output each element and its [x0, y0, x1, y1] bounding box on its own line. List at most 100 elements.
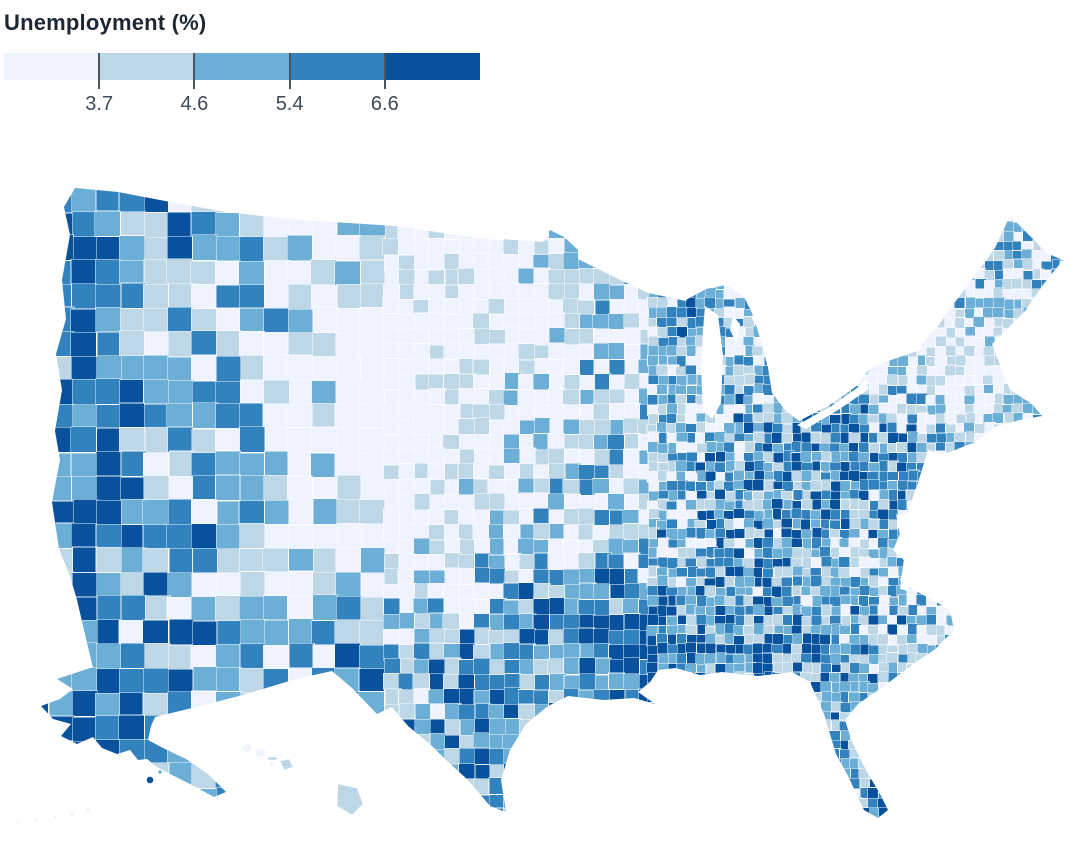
county — [677, 701, 689, 713]
county — [41, 787, 49, 813]
county — [744, 440, 756, 453]
county — [1051, 364, 1063, 376]
county — [810, 220, 822, 232]
county — [533, 267, 551, 285]
county — [867, 787, 879, 799]
county — [821, 556, 833, 568]
county — [429, 164, 445, 180]
county — [752, 729, 764, 742]
county — [936, 710, 948, 723]
county — [725, 797, 737, 810]
county — [656, 384, 668, 397]
county — [946, 614, 958, 627]
county — [936, 174, 947, 185]
county — [637, 764, 655, 782]
county — [982, 500, 995, 512]
county — [743, 230, 755, 243]
county — [288, 380, 315, 406]
county — [562, 539, 580, 557]
county — [897, 729, 909, 741]
county — [592, 643, 610, 660]
county — [724, 826, 735, 837]
county — [1070, 462, 1080, 473]
county — [593, 448, 611, 466]
county — [216, 667, 243, 694]
county — [656, 250, 669, 262]
county — [705, 240, 717, 252]
county — [607, 342, 625, 360]
county — [1023, 306, 1035, 319]
county — [984, 759, 997, 771]
county — [975, 489, 987, 501]
county — [336, 499, 363, 525]
county — [286, 235, 313, 261]
county — [412, 194, 430, 212]
county — [677, 241, 689, 253]
county — [820, 269, 832, 282]
county — [868, 749, 881, 761]
county — [993, 740, 1005, 752]
county — [191, 284, 217, 311]
county — [877, 308, 889, 321]
county — [676, 692, 689, 705]
county — [792, 318, 804, 330]
county — [840, 643, 852, 655]
county — [800, 710, 812, 722]
county — [1011, 576, 1024, 588]
county — [877, 229, 889, 242]
county — [743, 421, 755, 434]
county — [458, 193, 476, 211]
county — [801, 778, 813, 790]
county — [715, 797, 727, 809]
county — [985, 835, 996, 846]
county — [1003, 529, 1015, 542]
county — [359, 235, 385, 262]
county — [955, 787, 967, 799]
county — [1040, 652, 1052, 665]
county — [917, 231, 930, 244]
county — [96, 595, 123, 621]
county — [994, 461, 1006, 473]
county — [657, 749, 669, 762]
county — [473, 237, 490, 255]
county — [820, 508, 833, 521]
county — [215, 260, 241, 287]
county — [983, 767, 995, 780]
county — [95, 692, 121, 719]
county — [877, 671, 890, 683]
county — [984, 777, 996, 790]
county — [518, 703, 535, 721]
county — [743, 807, 756, 818]
county — [849, 807, 862, 818]
county — [548, 188, 566, 197]
county — [562, 479, 580, 497]
county — [72, 572, 98, 599]
county — [458, 478, 476, 496]
county — [444, 188, 462, 197]
county — [800, 788, 812, 801]
county — [192, 739, 219, 766]
county — [860, 259, 872, 272]
county — [1041, 489, 1054, 501]
county — [974, 767, 987, 779]
county — [878, 298, 890, 310]
county — [906, 307, 919, 320]
county — [0, 333, 25, 358]
county — [810, 278, 823, 290]
county — [716, 164, 727, 175]
county — [994, 191, 1006, 203]
county — [71, 667, 98, 694]
county — [144, 427, 171, 453]
county — [916, 768, 929, 780]
county — [782, 817, 794, 818]
county — [413, 808, 431, 818]
county — [973, 605, 986, 617]
county — [262, 403, 289, 430]
county — [983, 594, 995, 607]
county — [830, 279, 843, 291]
county — [384, 778, 401, 796]
county — [534, 704, 552, 722]
county — [810, 815, 823, 818]
county — [1040, 269, 1052, 281]
county — [935, 837, 946, 848]
